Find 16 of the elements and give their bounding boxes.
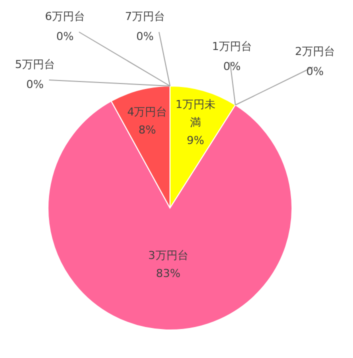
- category-label: 7万円台: [125, 10, 165, 23]
- slice-label: 3万円台: [148, 248, 188, 262]
- slice-label: 1万円未満: [176, 98, 216, 130]
- data-label: 83%: [156, 266, 180, 280]
- text: 0%: [306, 65, 324, 78]
- data-label: 8%: [138, 123, 156, 136]
- data-label: 9%: [186, 134, 204, 148]
- category-label: 1万円台: [212, 40, 252, 53]
- category-label: 6万円台: [45, 10, 85, 23]
- category-label: 5万円台: [15, 58, 55, 71]
- text: 0%: [56, 30, 74, 43]
- text: 0%: [136, 30, 154, 43]
- category-label: 2万円台: [295, 45, 335, 58]
- slice-label: 4万円台: [127, 105, 168, 118]
- text: 0%: [223, 60, 241, 73]
- text: 0%: [26, 78, 44, 91]
